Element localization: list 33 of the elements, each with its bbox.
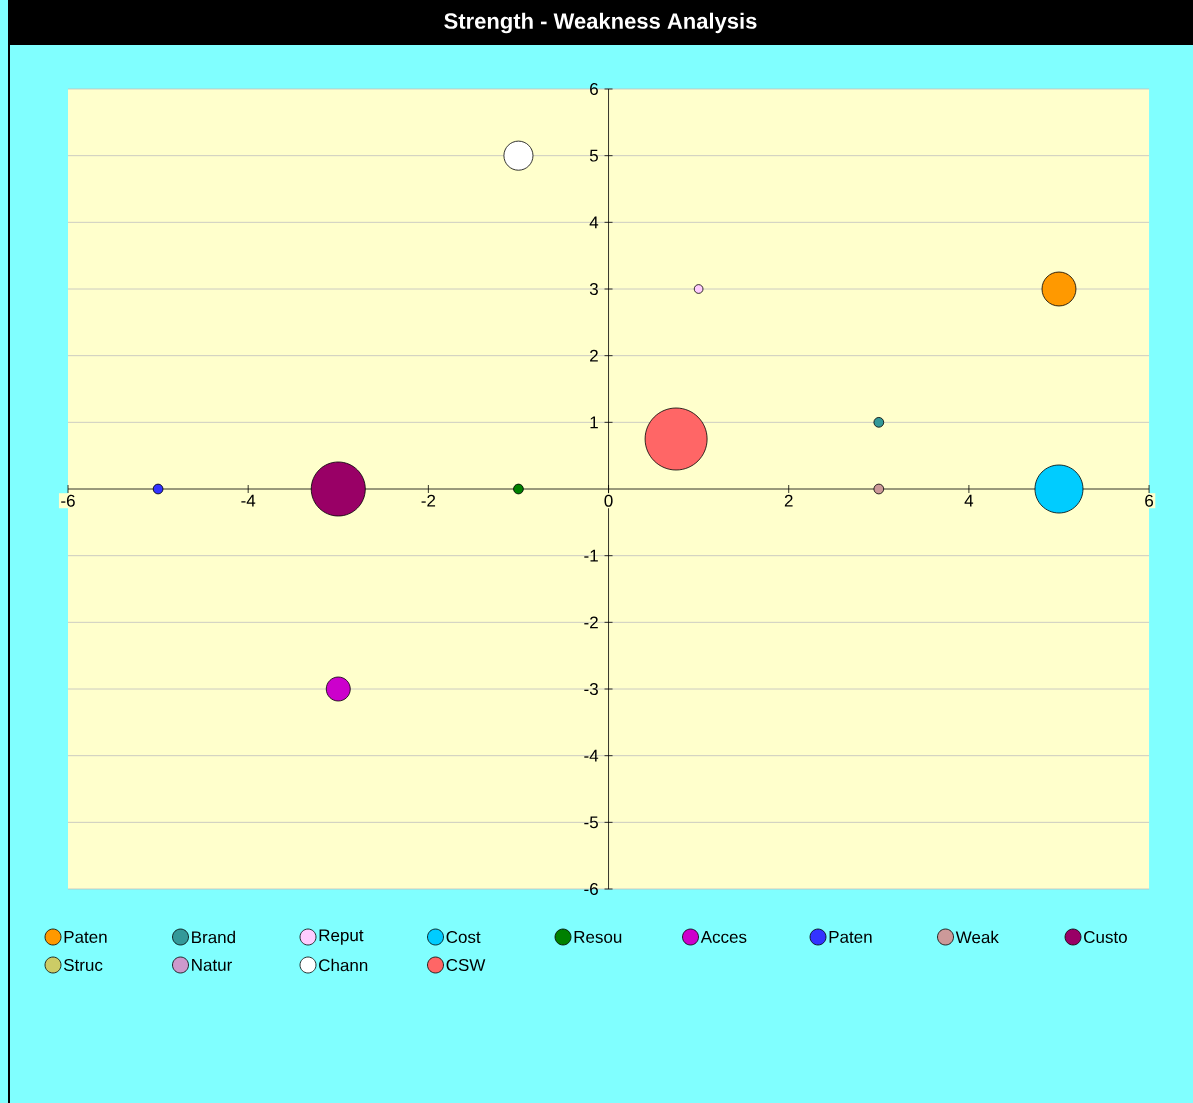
y-tick-label: 3 [589, 282, 598, 296]
y-tick-label: 4 [589, 216, 599, 229]
y-tick-label: 1 [590, 416, 598, 429]
y-tick-label: 5 [589, 149, 598, 162]
legend-label: Brand [192, 930, 235, 944]
x-tick-label: 0 [604, 494, 613, 507]
y-tick-label: 6 [590, 82, 598, 96]
x-tick-label: -2 [421, 494, 436, 507]
x-tick-label: 2 [784, 494, 793, 507]
x-tick-label: 6 [1145, 494, 1154, 507]
x-tick-label: -4 [241, 494, 256, 507]
legend-label: CSW [446, 958, 486, 972]
legend-label: Paten [64, 931, 107, 943]
legend-label: Struc [63, 958, 103, 972]
x-tick-label: 4 [964, 494, 974, 507]
legend-label: Weak [955, 930, 999, 944]
legend-label: Resou [574, 931, 622, 943]
legend-label: Acces [700, 931, 747, 943]
legend-label: Natur [192, 959, 232, 971]
y-tick-label: -4 [584, 749, 599, 762]
legend-label: Cost [446, 930, 481, 944]
legend-label: Reput [319, 929, 364, 945]
y-tick-label: -6 [584, 882, 598, 896]
y-tick-label: -2 [584, 616, 598, 629]
legend-label: Custo [1084, 930, 1127, 944]
y-tick-label: -1 [584, 549, 598, 562]
legend-label: Paten [829, 931, 872, 943]
y-tick-label: -5 [584, 816, 598, 829]
y-tick-label: -3 [584, 682, 598, 696]
chart-title: Strength - Weakness Analysis [444, 12, 757, 34]
legend-label: Chann [319, 958, 368, 972]
x-tick-label: -6 [61, 494, 75, 507]
y-tick-label: 2 [590, 349, 598, 362]
